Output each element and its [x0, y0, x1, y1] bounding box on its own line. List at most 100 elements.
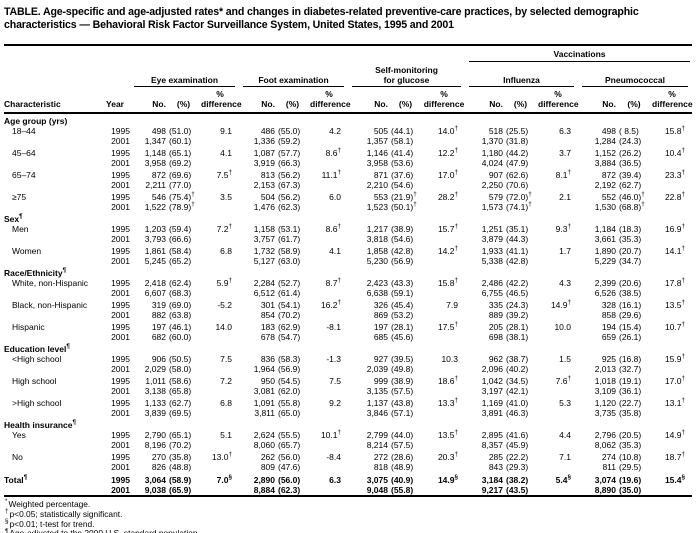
value-cell: 8.6† — [325, 223, 341, 234]
value-cell — [310, 408, 348, 418]
value-cell: 2,790 — [144, 430, 166, 440]
significance-marker: † — [454, 223, 458, 231]
value-cell: (32.7) — [619, 364, 642, 374]
value-cell: (57.5) — [391, 386, 414, 396]
value-cell: (24.3) — [619, 136, 642, 146]
value-cell: 10.0 — [554, 322, 571, 332]
characteristic-label: <High school — [12, 354, 62, 364]
value-cell: 4.2 — [329, 126, 341, 136]
value-cell — [423, 234, 465, 244]
value-cell — [652, 180, 692, 190]
value-cell: (34.5) — [506, 376, 529, 386]
value-cell: 6.8 — [220, 398, 232, 408]
value-cell: 811 — [602, 462, 616, 472]
value-cell — [423, 408, 465, 418]
value-cell: (39.4) — [619, 170, 642, 180]
value-cell — [201, 136, 239, 146]
value-cell: (44.0) — [391, 430, 414, 440]
value-cell: (69.5) — [169, 408, 192, 418]
value-cell: 7.2† — [216, 223, 232, 234]
value-cell: (68.3) — [169, 288, 192, 298]
characteristic-label: 65–74 — [12, 170, 36, 180]
value-cell: 9.1 — [220, 126, 232, 136]
value-cell: 5,338 — [481, 256, 503, 266]
value-cell — [652, 136, 692, 146]
value-cell: 2,096 — [481, 364, 503, 374]
value-cell: (35.1) — [506, 224, 529, 234]
value-cell: (54.5) — [278, 376, 301, 386]
value-cell: 8,214 — [366, 440, 388, 450]
year-cell: 1995 — [111, 126, 130, 136]
value-cell: 2,192 — [594, 180, 616, 190]
value-cell: 274 — [601, 452, 616, 462]
value-cell: (61.4) — [278, 288, 301, 298]
value-cell: 2,486 — [481, 278, 503, 288]
significance-marker: † — [228, 451, 232, 459]
value-cell: (28.1) — [391, 322, 414, 332]
value-cell: (58.6) — [169, 376, 192, 386]
value-cell — [652, 485, 692, 495]
value-cell: (40.9) — [391, 475, 414, 485]
value-cell: 14.1† — [664, 245, 685, 256]
year-cell: 2001 — [111, 310, 130, 320]
value-cell: 8.6† — [325, 147, 341, 158]
value-cell — [538, 386, 578, 396]
value-cell: 17.0† — [437, 169, 458, 180]
year-cell: 1995 — [111, 475, 130, 485]
value-cell: 10.4† — [664, 147, 685, 158]
value-cell: (36.5) — [619, 158, 642, 168]
value-cell — [652, 310, 692, 320]
value-cell: 1,357 — [366, 136, 388, 146]
significance-marker: † — [528, 191, 532, 199]
value-cell: 15.7† — [437, 223, 458, 234]
value-cell — [538, 256, 578, 266]
value-cell: (62.7) — [619, 180, 642, 190]
value-cell: (24.3) — [506, 300, 529, 310]
year-cell: 1995 — [111, 376, 130, 386]
year-cell: 2001 — [111, 364, 130, 374]
value-cell: 5,230 — [366, 256, 388, 266]
value-cell: 2,423 — [366, 278, 388, 288]
significance-marker: † — [528, 201, 532, 209]
value-cell: 1,858 — [366, 246, 388, 256]
value-cell: 2,418 — [144, 278, 166, 288]
value-cell: (58.1) — [391, 136, 414, 146]
value-cell: 3,135 — [366, 386, 388, 396]
value-cell: 2,895 — [481, 430, 503, 440]
value-cell: 2,210 — [366, 180, 388, 190]
pct-difference-header: % difference — [310, 87, 351, 109]
significance-marker: ¶ — [23, 474, 28, 482]
value-cell: (20.6) — [619, 278, 642, 288]
value-cell: 3,811 — [254, 408, 275, 418]
value-cell: 659 — [601, 332, 616, 342]
value-cell: (20.7) — [619, 246, 642, 256]
characteristic-label-cont — [4, 485, 100, 495]
value-cell — [310, 485, 348, 495]
significance-marker: † — [454, 451, 458, 459]
characteristic-label-cont — [4, 234, 100, 244]
value-cell: (52.7) — [278, 278, 301, 288]
value-cell — [310, 462, 348, 472]
value-cell: 3,138 — [144, 386, 166, 396]
value-cell: 2,890 — [253, 475, 275, 485]
value-cell: (43.3) — [391, 278, 414, 288]
value-cell: 3,081 — [253, 386, 275, 396]
year-cell: 2001 — [111, 234, 130, 244]
value-cell: 818 — [373, 462, 388, 472]
value-cell: (44.1) — [391, 126, 414, 136]
value-cell — [423, 386, 465, 396]
value-cell — [652, 386, 692, 396]
value-cell: 1,476 — [253, 202, 275, 212]
value-cell — [538, 158, 578, 168]
value-cell — [538, 332, 578, 342]
value-cell: 326 — [373, 300, 388, 310]
value-cell: (43.5) — [506, 485, 529, 495]
value-cell: 999 — [373, 376, 388, 386]
value-cell: 194 — [601, 322, 616, 332]
value-cell: 7.6† — [555, 375, 571, 386]
value-cell: 18.6† — [437, 375, 458, 386]
value-cell — [538, 440, 578, 450]
footnote: †p<0.05; statistically significant. — [5, 508, 692, 520]
value-cell: 6.3 — [329, 475, 341, 485]
value-cell: 10.1† — [320, 429, 341, 440]
